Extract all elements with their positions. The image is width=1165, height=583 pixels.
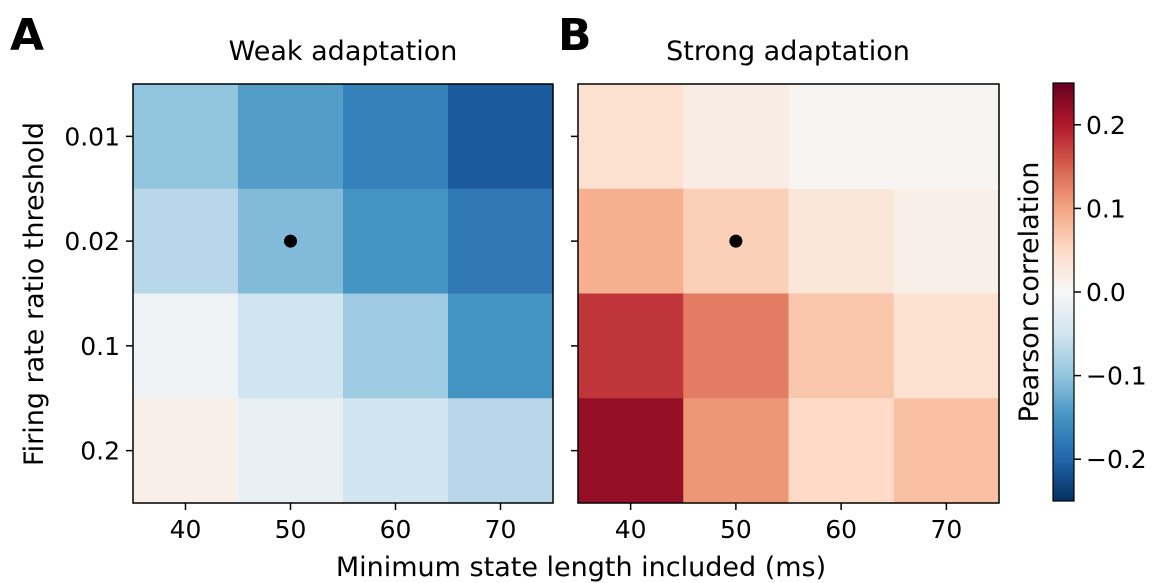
panel-a-cell — [238, 398, 344, 504]
panel-a-letter: A — [10, 10, 44, 61]
panel-a-cell — [133, 188, 239, 294]
panel-a-ticks: 40 50 60 70 0.01 0.02 0.1 0.2 — [64, 122, 516, 544]
panel-b-cell — [893, 84, 1000, 190]
panel-b-x-tick-label: 70 — [930, 515, 962, 544]
panel-a-cell — [448, 398, 554, 504]
panel-b-cell — [683, 293, 789, 399]
panel-b-cell — [788, 188, 895, 294]
panel-a-y-tick-label: 0.01 — [64, 122, 120, 151]
y-axis-label: Firing rate ratio threshold — [19, 122, 50, 466]
colorbar-ticks: 0.2 0.1 0.0 −0.1 −0.2 — [1074, 111, 1147, 474]
colorbar-label: Pearson correlation — [1014, 162, 1045, 423]
panel-b-x-tick-label: 60 — [825, 515, 857, 544]
panel-b-heatmap-cells — [578, 84, 1000, 504]
panel-b-title: Strong adaptation — [666, 36, 910, 67]
panel-b-cell — [578, 293, 684, 399]
panel-b-x-tick-label: 50 — [720, 515, 752, 544]
panel-a-cell — [343, 293, 449, 399]
panel-a-x-tick-label: 40 — [170, 515, 202, 544]
panel-a-cell — [238, 293, 344, 399]
panel-a-cell — [343, 188, 449, 294]
panel-b-marker-dot — [729, 234, 743, 248]
panel-a-x-tick-label: 50 — [275, 515, 307, 544]
panel-b-cell — [893, 398, 1000, 504]
panel-a-plot-frame — [132, 83, 554, 504]
panel-a-marker-dot — [284, 234, 297, 248]
panel-b-cell — [683, 398, 789, 504]
panel-b-plot-frame — [577, 83, 1000, 504]
colorbar-tick-label: −0.1 — [1086, 362, 1147, 391]
colorbar: 0.2 0.1 0.0 −0.1 −0.2 Pearson correlation — [1014, 82, 1147, 502]
panel-a-cell — [448, 293, 554, 399]
panel-a: A Weak adaptation 40 50 60 70 0.01 0.02 0.1 0.2… — [10, 10, 554, 544]
panel-b-cell — [893, 188, 1000, 294]
panel-a-title: Weak adaptation — [229, 36, 458, 67]
panel-b-cell — [578, 398, 684, 504]
panel-b-cell — [893, 293, 1000, 399]
panel-a-heatmap-cells — [133, 84, 554, 504]
panel-a-cell — [133, 293, 239, 399]
panel-a-cell — [238, 84, 344, 190]
panel-a-cell — [448, 188, 554, 294]
x-axis-label: Minimum state length included (ms) — [336, 552, 826, 583]
panel-b-cell — [788, 293, 895, 399]
panel-b-cell — [683, 84, 789, 190]
panel-b-cell — [788, 84, 895, 190]
panel-a-y-tick-label: 0.2 — [80, 437, 120, 466]
colorbar-tick-label: 0.2 — [1086, 111, 1126, 140]
colorbar-tick-label: 0.0 — [1086, 278, 1126, 307]
panel-b-cell — [578, 84, 684, 190]
panel-a-y-tick-label: 0.02 — [64, 227, 120, 256]
panel-b-cell — [788, 398, 895, 504]
panel-a-cell — [448, 84, 554, 190]
panel-b-cell — [578, 188, 684, 294]
colorbar-gradient — [1052, 82, 1075, 502]
panel-a-cell — [343, 84, 449, 190]
panel-b-x-tick-label: 40 — [615, 515, 647, 544]
panel-a-y-tick-label: 0.1 — [80, 332, 120, 361]
panel-b-ticks: 40 50 60 70 — [571, 135, 962, 544]
panel-a-cell — [343, 398, 449, 504]
panel-a-cell — [133, 84, 239, 190]
panel-a-x-tick-label: 60 — [380, 515, 412, 544]
panel-b-letter: B — [558, 10, 592, 61]
colorbar-tick-label: −0.2 — [1086, 445, 1147, 474]
panel-b: B Strong adaptation 40 50 60 70 — [558, 10, 1000, 544]
panel-a-cell — [133, 398, 239, 504]
colorbar-tick-label: 0.1 — [1086, 194, 1126, 223]
panel-a-x-tick-label: 70 — [485, 515, 517, 544]
